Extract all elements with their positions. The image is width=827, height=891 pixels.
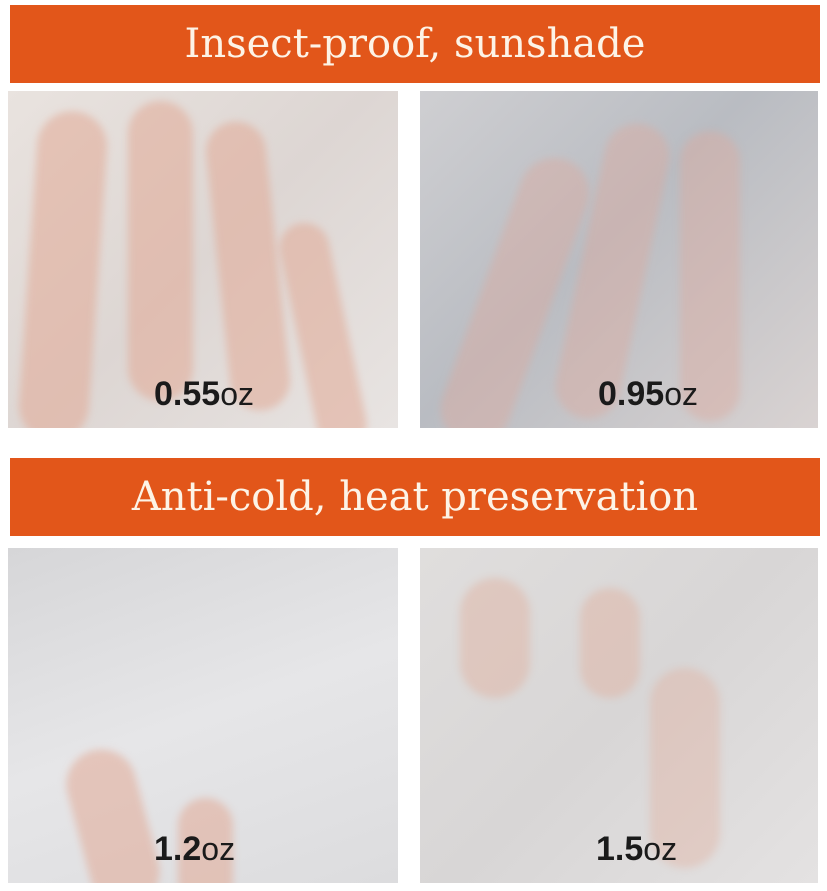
- weight-label: 1.5oz: [596, 830, 678, 868]
- photo-1-2oz: 1.2oz: [8, 548, 398, 883]
- weight-label: 0.95oz: [598, 375, 698, 413]
- banner-anti-cold: Anti-cold, heat preservation: [10, 458, 820, 536]
- weight-label: 1.2oz: [154, 830, 236, 868]
- photo-0-95oz: 0.95oz: [420, 91, 818, 428]
- photo-0-55oz: 0.55oz: [8, 91, 398, 428]
- weight-label: 0.55oz: [154, 375, 254, 413]
- photo-1-5oz: 1.5oz: [420, 548, 818, 883]
- banner-insect-proof: Insect-proof, sunshade: [10, 5, 820, 83]
